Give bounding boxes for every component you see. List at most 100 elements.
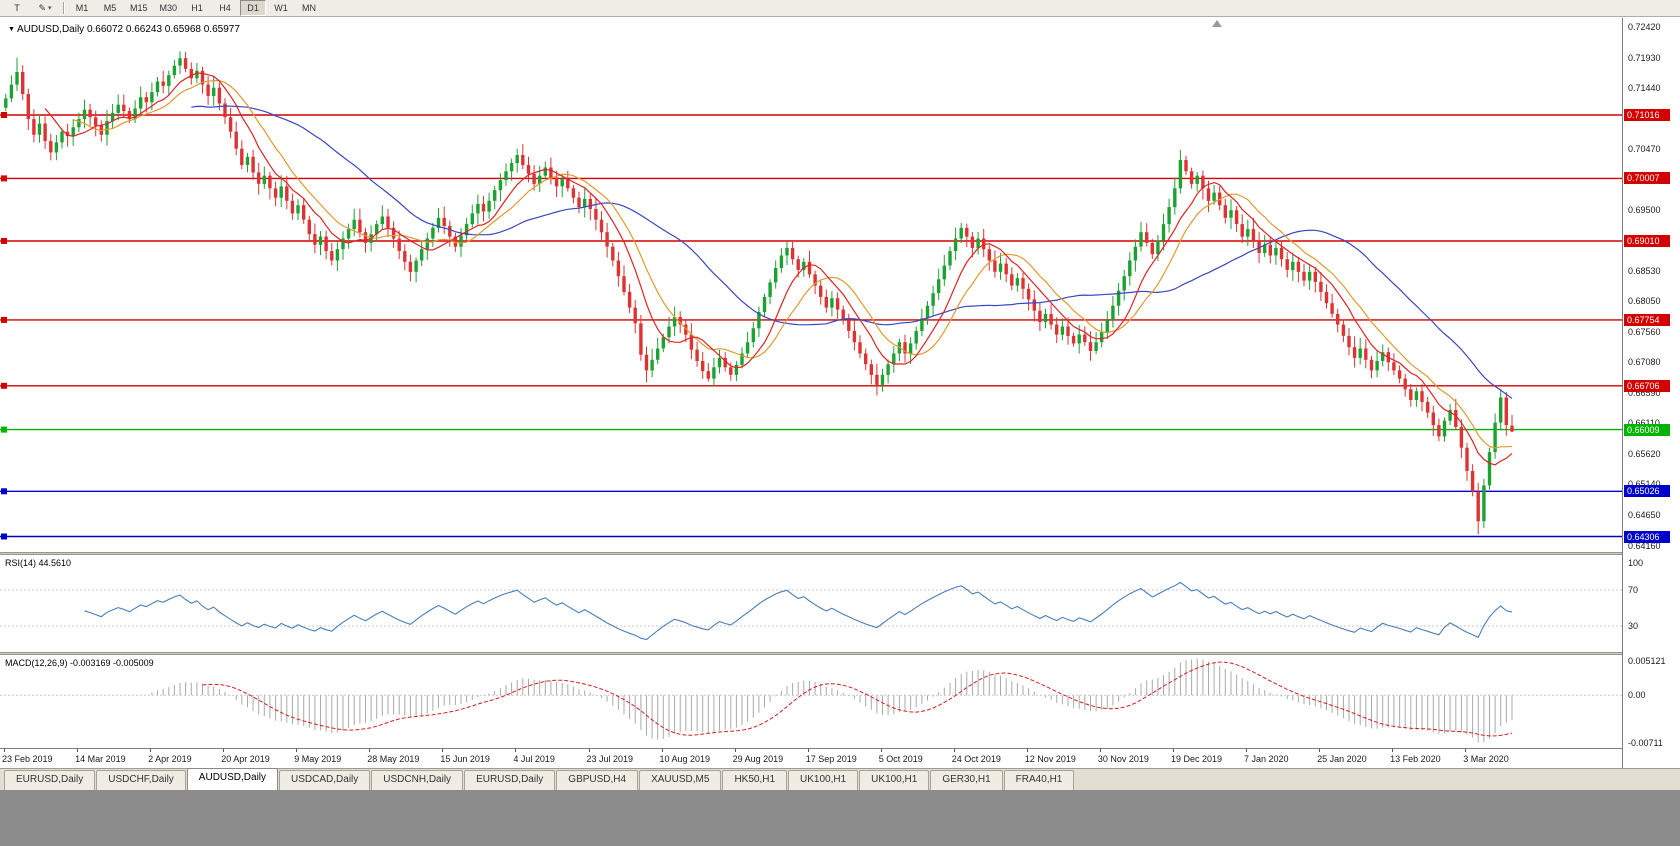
price-axis-label: 0.65620 (1628, 449, 1661, 459)
time-axis-tick (150, 749, 152, 752)
panel-splitter-rsi[interactable] (0, 552, 1622, 555)
level-price-tag: 0.65026 (1624, 485, 1670, 498)
chart-tab-11[interactable]: GER30,H1 (930, 770, 1003, 790)
time-axis-label: 29 Aug 2019 (732, 754, 784, 764)
rsi-label: RSI(14) 44.5610 (5, 558, 72, 568)
time-axis-tick (4, 749, 5, 752)
level-price-tag: 0.66009 (1624, 423, 1670, 436)
price-axis-label: 0.68530 (1628, 266, 1661, 277)
time-axis-tick (1465, 749, 1467, 752)
rsi-axis-label: 30 (1628, 621, 1639, 631)
chart-tab-6[interactable]: GBPUSD,H4 (556, 770, 639, 790)
panel-splitter-macd[interactable] (0, 652, 1622, 655)
chart-shift-marker (1212, 20, 1222, 27)
time-axis-tick (880, 749, 882, 752)
price-axis-label: 0.64650 (1628, 509, 1661, 520)
price-axis-label: 0.64160 (1628, 540, 1661, 551)
price-axis-label: 0.69500 (1628, 205, 1661, 216)
chart-tab-3[interactable]: USDCAD,Daily (279, 770, 371, 790)
chart-column: ▼ AUDUSD,Daily 0.66072 0.66243 0.65968 0.… (0, 18, 1622, 769)
price-axis[interactable]: 0.72420 0.71930 0.71440 0.70470 0.69500 0.685… (1622, 18, 1680, 768)
timeframe-mn-button[interactable]: MN (302, 3, 317, 13)
timeframe-m30-button[interactable]: M30 (159, 3, 178, 13)
timeframe-h1-button[interactable]: H1 (191, 3, 203, 13)
rsi-panel[interactable]: RSI(14) 44.5610 (0, 555, 1622, 652)
chart-workspace: ▼ AUDUSD,Daily 0.66072 0.66243 0.65968 0.… (0, 18, 1680, 769)
price-axis-label: 0.71930 (1628, 52, 1661, 63)
chart-tab-9[interactable]: UK100,H1 (788, 770, 859, 790)
macd-axis-label: 0.00 (1628, 690, 1646, 701)
time-axis-tick (296, 749, 298, 752)
level-price-tag: 0.67754 (1624, 313, 1670, 326)
price-axis-label: 0.70470 (1628, 144, 1661, 155)
price-axis-label: 0.72420 (1628, 21, 1661, 32)
timeframe-d1-button[interactable]: D1 (240, 0, 267, 16)
macd-axis-label: -0.00711 (1628, 738, 1663, 748)
toolbar-separator (63, 2, 64, 14)
time-axis-tick (1026, 749, 1028, 752)
time-axis-label: 9 May 2019 (294, 754, 342, 764)
chart-tab-5[interactable]: EURUSD,Daily (464, 770, 556, 790)
time-axis-tick (442, 749, 444, 752)
chart-tab-0[interactable]: EURUSD,Daily (4, 770, 96, 790)
pencil-icon: ✎ (38, 2, 47, 13)
time-axis-tick (1246, 749, 1247, 752)
candlestick-chart[interactable] (0, 18, 1622, 552)
timeframe-h4-button[interactable]: H4 (219, 3, 231, 13)
time-axis-tick (515, 749, 517, 752)
chart-tab-10[interactable]: UK100,H1 (859, 770, 930, 790)
time-axis-label: 17 Sep 2019 (805, 754, 857, 764)
chart-tab-4[interactable]: USDCNH,Daily (371, 770, 464, 790)
time-axis-label: 28 May 2019 (367, 754, 420, 764)
level-price-tag: 0.69010 (1624, 235, 1670, 247)
macd-panel[interactable]: MACD(12,26,9) -0.003169 -0.005009 (0, 655, 1622, 748)
chart-tab-2[interactable]: AUDUSD,Daily (186, 768, 279, 790)
time-axis-label: 25 Jan 2020 (1317, 754, 1367, 764)
rsi-plot[interactable] (0, 555, 1622, 652)
time-axis-tick (369, 749, 371, 752)
time-axis-label: 23 Feb 2019 (2, 754, 53, 764)
time-axis-label: 20 Apr 2019 (221, 754, 270, 764)
chart-tab-1[interactable]: USDCHF,Daily (96, 770, 186, 790)
level-price-tag: 0.71016 (1624, 109, 1670, 121)
time-axis-tick (588, 749, 590, 752)
chart-ohlc-values: 0.66072 0.66243 0.65968 0.65977 (86, 24, 240, 35)
draw-tools-button[interactable]: ✎ ▾ (32, 0, 58, 16)
level-price-tag: 0.66706 (1624, 379, 1670, 392)
macd-label: MACD(12,26,9) -0.003169 -0.005009 (5, 658, 154, 668)
time-axis-label: 3 Mar 2020 (1463, 754, 1509, 764)
text-tool-button[interactable]: T (14, 3, 20, 13)
time-axis-label: 14 Mar 2019 (75, 754, 126, 764)
time-axis-label: 30 Nov 2019 (1097, 754, 1149, 764)
timeframe-m5-button[interactable]: M5 (103, 3, 117, 13)
time-axis-label: 2 Apr 2019 (148, 754, 192, 764)
level-price-tag: 0.70007 (1624, 172, 1670, 185)
chart-tabs-bar: EURUSD,Daily USDCHF,Daily AUDUSD,Daily USDC… (0, 768, 1680, 790)
time-axis-tick (77, 749, 79, 752)
time-axis-tick (1173, 749, 1174, 752)
rsi-axis-label: 70 (1628, 585, 1639, 595)
price-axis-label: 0.66590 (1628, 388, 1661, 399)
price-axis-label: 0.67080 (1628, 357, 1661, 368)
macd-plot[interactable] (0, 655, 1622, 748)
timeframe-toolbar: T ✎ ▾ M1 M5 M15 M30 H1 H4 D1 W1 MN (0, 0, 1680, 17)
price-axis-label: 0.65140 (1628, 479, 1661, 490)
chart-title: ▼ AUDUSD,Daily 0.66072 0.66243 0.65968 0.… (8, 24, 240, 35)
chart-tab-12[interactable]: FRA40,H1 (1003, 770, 1075, 790)
time-axis[interactable]: 23 Feb 2019 14 Mar 2019 2 Apr 2019 20 Apr 2… (0, 748, 1622, 769)
time-axis-tick (953, 749, 955, 752)
time-axis-label: 23 Jul 2019 (586, 754, 634, 764)
timeframe-m1-button[interactable]: M1 (75, 3, 89, 13)
time-axis-label: 19 Dec 2019 (1171, 754, 1223, 764)
time-axis-tick (1319, 749, 1321, 752)
timeframe-m15-button[interactable]: M15 (130, 3, 148, 13)
timeframe-w1-button[interactable]: W1 (274, 3, 288, 13)
chart-tab-8[interactable]: HK50,H1 (722, 770, 788, 790)
level-price-tag: 0.64306 (1624, 530, 1670, 543)
price-chart-panel[interactable]: ▼ AUDUSD,Daily 0.66072 0.66243 0.65968 0.… (0, 18, 1622, 552)
price-axis-label: 0.67560 (1628, 327, 1661, 338)
time-axis-label: 7 Jan 2020 (1244, 754, 1289, 764)
chevron-down-icon: ▾ (48, 5, 52, 12)
chart-tab-7[interactable]: XAUUSD,M5 (639, 770, 722, 790)
